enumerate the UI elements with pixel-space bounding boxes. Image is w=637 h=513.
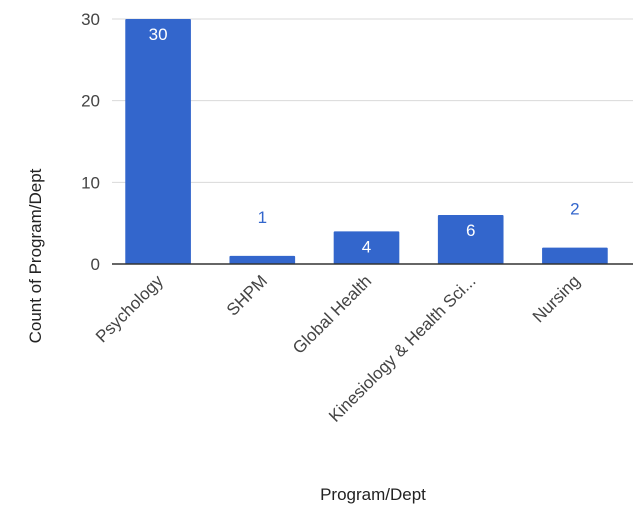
x-tick-label: Psychology (92, 271, 167, 346)
data-label: 2 (570, 200, 579, 219)
y-tick-label: 30 (81, 10, 100, 29)
x-tick-label: Global Health (289, 271, 375, 357)
y-axis-ticks: 0 10 20 30 (81, 10, 100, 274)
bars (125, 19, 608, 264)
y-tick-label: 0 (91, 255, 100, 274)
data-label: 4 (362, 237, 371, 256)
y-tick-label: 10 (81, 173, 100, 192)
y-tick-label: 20 (81, 92, 100, 111)
gridlines (112, 18, 633, 183)
data-label: 30 (149, 25, 168, 44)
x-tick-label: Nursing (529, 271, 584, 326)
data-label: 1 (258, 208, 267, 227)
y-axis-title: Count of Program/Dept (26, 168, 45, 343)
data-labels: 30 1 4 6 2 (149, 25, 580, 256)
data-label: 6 (466, 221, 475, 240)
bar (542, 247, 608, 264)
bar (125, 19, 191, 264)
x-axis-title: Program/Dept (320, 485, 426, 504)
x-tick-label: SHPM (223, 271, 271, 319)
bar (333, 231, 400, 264)
bar (229, 255, 296, 264)
bar (437, 215, 504, 264)
